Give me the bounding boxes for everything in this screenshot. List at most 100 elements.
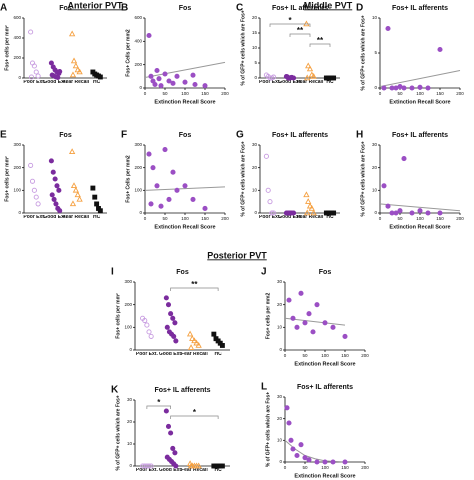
x-tick-label: 0 bbox=[144, 91, 147, 96]
y-axis-label: % of GFP+ cells which are Fos+ bbox=[360, 141, 366, 216]
y-tick-label: 20 bbox=[277, 302, 283, 307]
point bbox=[158, 203, 164, 209]
point bbox=[310, 329, 316, 335]
panel-title: Fos+ IL afferents bbox=[392, 5, 448, 12]
x-tick-label: 150 bbox=[341, 465, 349, 470]
category-label: HC bbox=[93, 215, 101, 220]
point bbox=[158, 83, 164, 89]
point bbox=[314, 302, 320, 308]
x-tick-label: 100 bbox=[181, 91, 189, 96]
y-axis-label: Fos+ Cells per mm2 bbox=[125, 29, 131, 77]
point bbox=[330, 459, 336, 465]
point bbox=[165, 423, 172, 429]
panel-title: Fos bbox=[179, 5, 192, 12]
point bbox=[74, 66, 81, 73]
y-tick-label: 30 bbox=[252, 142, 258, 147]
point bbox=[168, 430, 174, 436]
y-axis-label: % of GFP+ cells which are Fos+ bbox=[265, 392, 271, 467]
y-axis-label: % of GFP+ cells which are Fos+ bbox=[240, 141, 246, 216]
x-tick-label: 50 bbox=[162, 216, 168, 221]
x-tick-label: 50 bbox=[397, 216, 403, 221]
point bbox=[28, 29, 34, 35]
point bbox=[146, 32, 152, 39]
point bbox=[69, 71, 77, 78]
y-axis-label: % of GFP+ cells which are Fos+ bbox=[240, 10, 246, 85]
x-tick-label: 50 bbox=[397, 91, 403, 96]
category-label: HC bbox=[326, 80, 334, 85]
point bbox=[186, 330, 194, 337]
x-tick-label: Poor Ext. bbox=[259, 215, 281, 220]
significance-bracket bbox=[289, 33, 311, 37]
panel-title: Fos bbox=[59, 132, 72, 139]
point bbox=[290, 446, 296, 452]
y-tick-label: 0 bbox=[374, 85, 377, 90]
y-tick-label: 20 bbox=[252, 165, 258, 170]
panel-title: Fos+ IL afferents bbox=[272, 5, 328, 12]
point bbox=[170, 80, 176, 86]
significance-label: ** bbox=[297, 26, 304, 35]
fit-line bbox=[379, 203, 461, 212]
significance-label: * bbox=[288, 16, 292, 25]
point bbox=[437, 210, 443, 216]
y-tick-label: 10 bbox=[252, 188, 258, 193]
x-tick-label: 100 bbox=[416, 91, 424, 96]
point bbox=[310, 72, 317, 79]
point bbox=[409, 85, 415, 91]
point bbox=[284, 405, 290, 411]
y-tick-label: 10 bbox=[277, 438, 283, 443]
point bbox=[33, 69, 39, 75]
y-tick-label: 300 bbox=[13, 142, 21, 147]
point bbox=[195, 462, 202, 469]
y-axis-label: Fos+ cells per mm² bbox=[4, 156, 10, 202]
point bbox=[202, 205, 208, 212]
point bbox=[146, 329, 152, 335]
x-tick-label: 50 bbox=[302, 465, 308, 470]
point bbox=[57, 68, 63, 75]
point bbox=[425, 210, 431, 216]
point bbox=[48, 158, 54, 164]
point bbox=[150, 165, 156, 171]
x-tick-label: 200 bbox=[456, 91, 464, 96]
point bbox=[168, 311, 174, 317]
point bbox=[172, 320, 178, 326]
y-tick-label: 0 bbox=[279, 459, 282, 464]
point bbox=[302, 455, 308, 461]
category-label: Poor Ext. bbox=[259, 80, 281, 85]
y-tick-label: 20 bbox=[277, 416, 283, 421]
significance-bracket bbox=[146, 405, 171, 409]
point bbox=[156, 76, 162, 82]
point bbox=[166, 78, 172, 84]
x-tick-label: 100 bbox=[416, 216, 424, 221]
point bbox=[303, 20, 310, 27]
x-tick-label: Good Ext. bbox=[278, 80, 302, 85]
x-tick-label: 200 bbox=[221, 216, 229, 221]
point bbox=[148, 201, 154, 207]
point bbox=[302, 320, 308, 326]
point bbox=[305, 198, 312, 204]
point bbox=[162, 71, 168, 77]
point bbox=[148, 333, 154, 339]
point bbox=[306, 65, 314, 72]
x-tick-label: 150 bbox=[436, 216, 444, 221]
point bbox=[35, 73, 41, 79]
point bbox=[171, 333, 177, 339]
y-axis-label: Fos+ cells per mm² bbox=[115, 293, 121, 339]
y-axis-label: % of GFP+ cells which are Fos+ bbox=[115, 395, 121, 470]
point bbox=[170, 445, 176, 451]
point bbox=[74, 191, 81, 198]
point bbox=[219, 463, 225, 469]
x-tick-label: 50 bbox=[302, 353, 308, 358]
point bbox=[401, 156, 407, 162]
y-tick-label: 30 bbox=[127, 397, 133, 402]
significance-label: ** bbox=[191, 280, 198, 289]
point bbox=[306, 311, 312, 317]
point bbox=[304, 209, 311, 216]
x-tick-label: 200 bbox=[361, 353, 369, 358]
y-axis-label: % of GFP+ cells which are Fos+ bbox=[360, 15, 366, 90]
point bbox=[305, 62, 312, 69]
category-label: Fear Recall bbox=[62, 215, 90, 220]
category-label: Poor Ext. bbox=[135, 468, 158, 473]
point bbox=[90, 185, 96, 191]
x-tick-label: 0 bbox=[379, 216, 382, 221]
x-tick-label: HC bbox=[93, 80, 100, 85]
